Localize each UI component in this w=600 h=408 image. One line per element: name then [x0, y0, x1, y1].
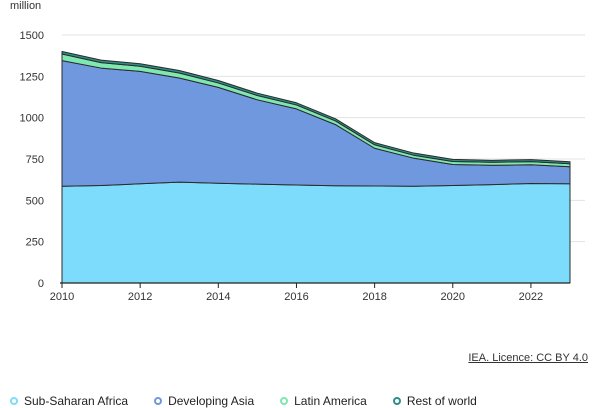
legend-swatch-icon	[280, 397, 289, 405]
x-tick-label: 2022	[519, 291, 543, 303]
area-rest-of-world[interactable]	[61, 51, 571, 165]
x-axis: 2010 2012 2014 2016 2018 2020 2022	[50, 282, 570, 303]
legend-swatch-icon	[392, 397, 401, 405]
y-unit-label: million	[10, 0, 41, 12]
y-tick-label: 1250	[20, 71, 44, 83]
legend: Sub-Saharan Africa Developing Asia Latin A…	[10, 394, 477, 408]
y-tick-label: 1000	[20, 113, 44, 125]
y-tick-label: 1500	[20, 30, 44, 42]
x-tick-label: 2016	[284, 291, 308, 303]
legend-label: Rest of world	[406, 394, 477, 408]
y-tick-label: 250	[26, 237, 44, 249]
legend-label: Developing Asia	[168, 394, 255, 408]
x-tick-label: 2018	[362, 291, 386, 303]
legend-item[interactable]: Latin America	[280, 394, 367, 408]
x-tick-label: 2010	[50, 291, 74, 303]
legend-label: Sub-Saharan Africa	[24, 394, 129, 408]
y-tick-label: 750	[26, 154, 44, 166]
area-sub-saharan-africa[interactable]	[61, 181, 571, 284]
legend-label: Latin America	[294, 394, 367, 408]
legend-swatch-icon	[10, 397, 18, 405]
x-tick-label: 2014	[206, 291, 230, 303]
area-layers	[61, 51, 571, 284]
legend-swatch-icon	[154, 397, 163, 405]
licence-credit-link[interactable]: IEA. Licence: CC BY 4.0	[468, 352, 588, 364]
x-tick-label: 2012	[128, 291, 152, 303]
y-tick-label: 500	[26, 195, 44, 207]
legend-item[interactable]: Rest of world	[392, 394, 477, 408]
legend-item[interactable]: Sub-Saharan Africa	[10, 394, 128, 408]
x-tick-label: 2020	[441, 291, 465, 303]
area-developing-asia[interactable]	[61, 60, 571, 187]
y-axis: 0 250 500 750 1000 1250 1500	[20, 30, 44, 290]
legend-item[interactable]: Developing Asia	[154, 394, 254, 408]
y-tick-label: 0	[38, 278, 44, 290]
